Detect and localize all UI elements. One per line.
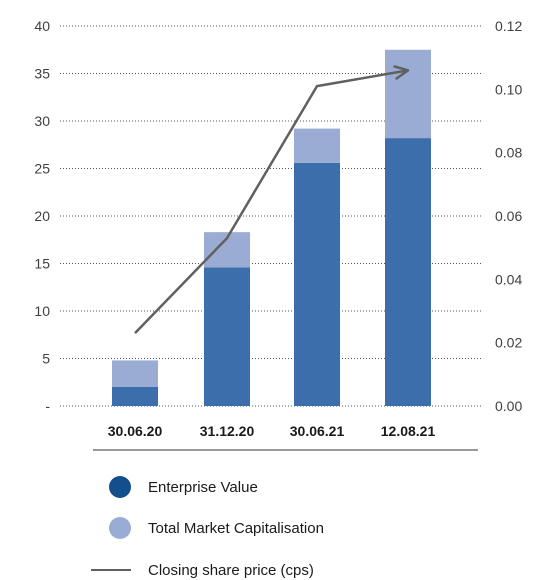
right-tick-label: 0.08 xyxy=(495,145,522,161)
legend-label: Enterprise Value xyxy=(148,479,258,496)
bar-enterprise-value xyxy=(294,162,340,406)
bar-series xyxy=(112,49,431,406)
right-tick-label: 0.02 xyxy=(495,335,522,351)
left-tick-label: - xyxy=(45,398,50,414)
line-arrowhead xyxy=(393,65,410,80)
right-tick-label: 0.10 xyxy=(495,81,522,97)
category-label: 30.06.21 xyxy=(290,423,345,439)
legend: Enterprise Value Total Market Capitalisat… xyxy=(91,476,324,579)
legend-label: Total Market Capitalisation xyxy=(148,520,324,537)
left-tick-label: 35 xyxy=(34,66,50,82)
legend-label: Closing share price (cps) xyxy=(148,562,314,579)
bar-enterprise-value xyxy=(204,267,250,406)
category-labels: 30.06.20 31.12.20 30.06.21 12.08.21 xyxy=(108,423,436,439)
left-tick-label: 15 xyxy=(34,256,50,272)
right-axis-ticks: 0.00 0.02 0.04 0.06 0.08 0.10 0.12 xyxy=(495,18,522,414)
bar-enterprise-value xyxy=(112,387,158,406)
left-tick-label: 20 xyxy=(34,208,50,224)
left-tick-label: 40 xyxy=(34,18,50,34)
category-label: 30.06.20 xyxy=(108,423,163,439)
bar-total-market-capitalisation xyxy=(112,360,158,387)
left-tick-label: 5 xyxy=(42,351,50,367)
right-tick-label: 0.12 xyxy=(495,18,522,34)
right-tick-label: 0.06 xyxy=(495,208,522,224)
price-line-series xyxy=(134,65,410,335)
bar-total-market-capitalisation xyxy=(385,49,431,139)
left-tick-label: 25 xyxy=(34,161,50,177)
left-tick-label: 30 xyxy=(34,113,50,129)
right-tick-label: 0.00 xyxy=(495,398,522,414)
bar-total-market-capitalisation xyxy=(294,128,340,163)
price-line xyxy=(134,69,409,335)
legend-marker xyxy=(109,476,131,498)
category-label: 31.12.20 xyxy=(200,423,255,439)
left-axis-ticks: - 5 10 15 20 25 30 35 40 xyxy=(34,18,50,414)
legend-marker xyxy=(109,517,131,539)
category-label: 12.08.21 xyxy=(381,423,436,439)
left-tick-label: 10 xyxy=(34,303,50,319)
bar-enterprise-value xyxy=(385,138,431,406)
right-tick-label: 0.04 xyxy=(495,271,522,287)
